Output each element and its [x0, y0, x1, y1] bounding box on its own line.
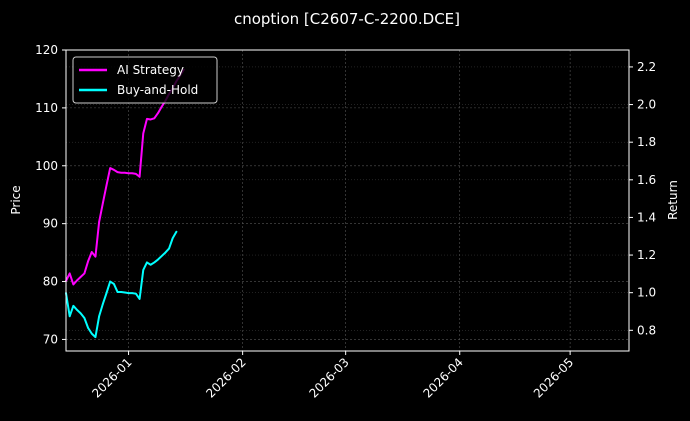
data-point-1: [153, 261, 156, 264]
data-point-1: [83, 317, 86, 319]
data-point-0: [149, 118, 152, 121]
data-point-0: [68, 272, 71, 275]
y2-tick-label: 1.0: [637, 286, 656, 300]
data-point-1: [124, 291, 126, 294]
data-point-0: [113, 169, 115, 171]
data-point-0: [83, 272, 86, 275]
data-point-0: [135, 173, 137, 175]
data-point-0: [94, 255, 97, 258]
data-point-0: [72, 283, 75, 286]
data-point-1: [79, 312, 82, 315]
legend: AI Strategy Buy-and-Hold: [72, 56, 218, 104]
y-tick-label: 80: [43, 275, 58, 289]
data-point-1: [105, 292, 108, 294]
data-point-1: [138, 298, 141, 300]
data-point-1: [146, 261, 148, 264]
y-axis-label: Price: [9, 185, 23, 214]
y2-tick-label: 1.8: [637, 135, 656, 149]
data-point-1: [135, 292, 137, 295]
y-tick-label: 70: [43, 332, 58, 346]
y2-tick-label: 2.2: [637, 60, 656, 74]
data-point-1: [157, 258, 159, 261]
data-point-1: [142, 269, 145, 271]
data-point-1: [168, 247, 170, 250]
data-point-0: [146, 118, 148, 120]
y2-axis-label: Return: [666, 180, 680, 220]
data-point-1: [72, 305, 75, 307]
data-point-1: [101, 303, 104, 305]
data-point-0: [120, 171, 122, 174]
data-point-0: [116, 171, 119, 173]
data-point-0: [87, 260, 89, 263]
chart-title: cnoption [C2607-C-2200.DCE]: [234, 10, 460, 28]
data-point-0: [124, 171, 126, 174]
data-point-0: [153, 117, 156, 120]
data-point-0: [160, 105, 163, 108]
y-tick-label: 110: [35, 101, 58, 115]
data-point-0: [131, 172, 134, 175]
y2-tick-label: 1.6: [637, 173, 656, 187]
data-point-0: [127, 172, 130, 175]
legend-box: [72, 56, 218, 104]
data-point-0: [105, 184, 108, 187]
data-point-1: [113, 283, 115, 285]
legend-label-buy-and-hold: Buy-and-Hold: [117, 83, 198, 97]
data-point-0: [157, 112, 159, 114]
data-point-0: [101, 202, 104, 205]
y2-tick-label: 1.2: [637, 248, 656, 262]
data-point-1: [116, 291, 119, 293]
data-point-1: [94, 336, 97, 338]
data-point-1: [76, 309, 78, 311]
data-point-1: [109, 280, 111, 283]
data-point-0: [76, 279, 78, 282]
y-tick-label: 90: [43, 217, 58, 231]
y2-tick-label: 0.8: [637, 323, 656, 337]
data-point-1: [149, 263, 152, 266]
data-point-1: [171, 237, 174, 239]
data-point-1: [131, 292, 134, 294]
data-point-0: [90, 251, 93, 253]
legend-label-ai-strategy: AI Strategy: [117, 63, 184, 77]
data-point-1: [68, 315, 71, 318]
data-point-0: [138, 175, 141, 178]
data-point-1: [164, 251, 167, 254]
data-point-1: [90, 332, 93, 335]
data-point-0: [79, 276, 82, 278]
data-point-1: [160, 255, 163, 257]
data-point-0: [142, 132, 145, 135]
y2-tick-label: 1.4: [637, 210, 656, 224]
plot-frame: [65, 49, 630, 352]
data-point-1: [98, 315, 100, 318]
y2-tick-label: 2.0: [637, 98, 656, 112]
data-point-1: [127, 292, 130, 294]
y-tick-label: 120: [35, 43, 58, 57]
data-point-0: [109, 167, 111, 169]
y-tick-label: 100: [35, 159, 58, 173]
data-point-1: [120, 291, 122, 293]
data-point-1: [175, 230, 178, 233]
data-point-1: [87, 327, 89, 329]
data-point-0: [98, 221, 100, 223]
